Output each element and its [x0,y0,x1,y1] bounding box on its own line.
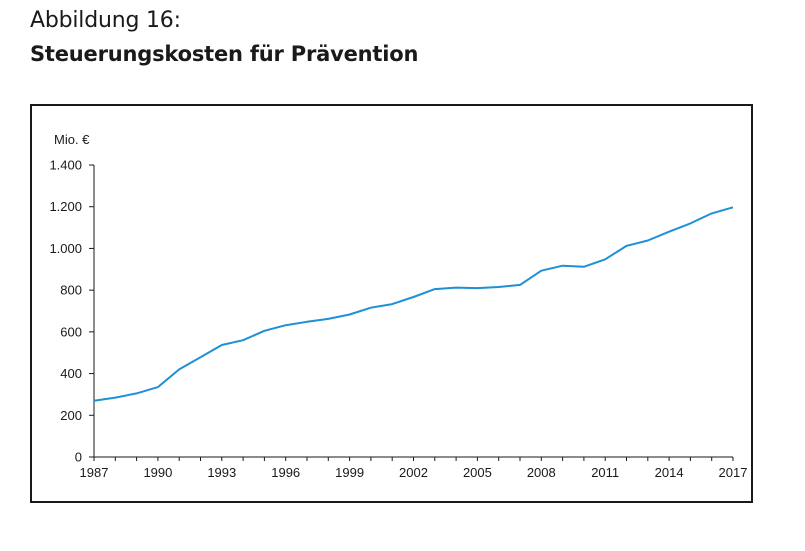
x-tick-label: 1996 [271,465,300,480]
y-tick-label: 1.200 [49,199,82,214]
y-tick-label: 200 [60,408,82,423]
x-tick-label: 2014 [655,465,684,480]
x-axis-ticks: 1987 1990 1993 1996 1999 2002 2005 2008 2011 2014… [80,457,748,480]
figure-title: Steuerungskosten für Prävention [30,42,419,66]
x-tick-label: 1993 [207,465,236,480]
x-tick-label: 2011 [591,465,619,480]
x-tick-label: 2002 [399,465,428,480]
y-tick-label: 0 [75,450,82,465]
chart-axes [93,165,733,458]
y-axis-label: Mio. € [54,132,90,147]
x-tick-label: 1987 [80,465,109,480]
y-tick-label: 600 [60,324,82,339]
x-tick-label: 1999 [335,465,364,480]
x-tick-label: 2017 [719,465,748,480]
y-axis-ticks: 0 200 400 600 800 1.000 1.200 1.400 [49,158,94,465]
line-chart: 0 200 400 600 800 1.000 1.200 1.400 1987 1990 199… [49,132,748,480]
chart-frame: 0 200 400 600 800 1.000 1.200 1.400 1987 1990 199… [30,104,753,503]
x-tick-label: 2008 [527,465,556,480]
chart-series [93,206,734,402]
series-line [93,206,734,402]
y-tick-label: 800 [60,283,82,298]
figure-label: Abbildung 16: [30,8,181,33]
y-tick-label: 1.400 [49,158,82,173]
x-tick-label: 2005 [463,465,492,480]
x-tick-label: 1990 [143,465,172,480]
y-tick-label: 400 [60,366,82,381]
y-tick-label: 1.000 [49,241,82,256]
